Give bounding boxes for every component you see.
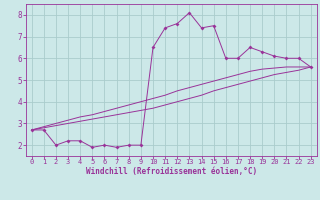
X-axis label: Windchill (Refroidissement éolien,°C): Windchill (Refroidissement éolien,°C)	[86, 167, 257, 176]
